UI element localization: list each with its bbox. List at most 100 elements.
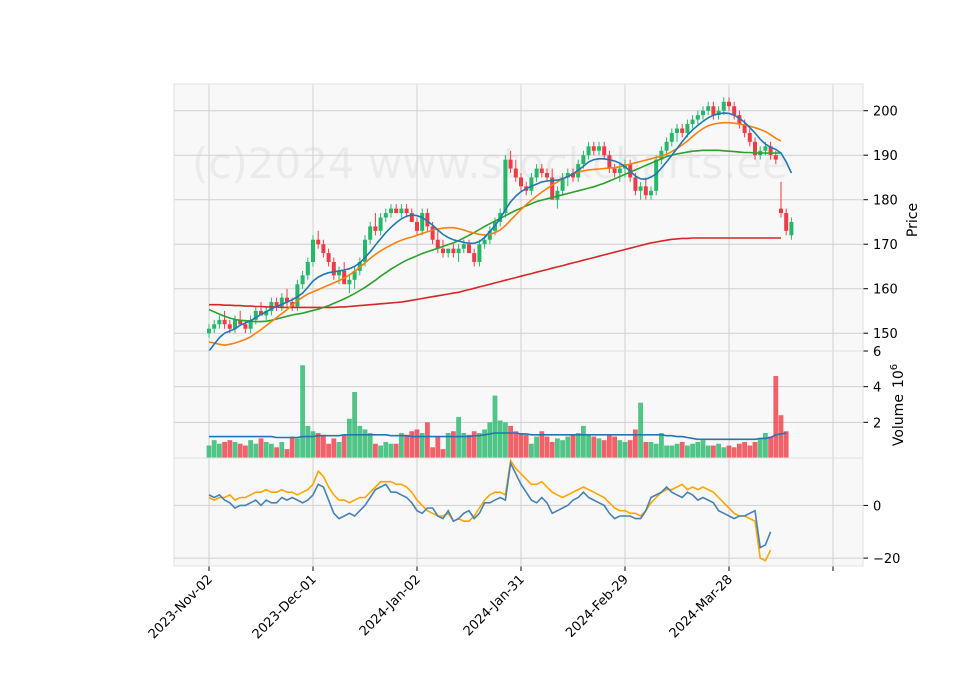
indicator-blue-line [208,460,772,549]
candle-down [326,253,331,262]
candle-up [701,110,705,116]
candle-up [560,177,565,191]
volume-bar [284,449,290,458]
volume-bar [227,440,233,458]
candle-up [253,310,258,320]
volume-bar [757,438,763,458]
candle-down [513,168,518,178]
candle-down [274,302,279,307]
volume-bar [622,441,628,458]
volume-bar [305,425,311,458]
candle-down [243,324,248,329]
candle-down [737,115,742,125]
volume-bar [430,447,435,458]
volume-bar [393,443,399,458]
volume-bar [435,436,441,458]
volume-bar [575,433,581,458]
candle-down [435,239,440,249]
volume-bar [373,443,378,458]
volume-bar [237,443,243,458]
volume-tick-label: 6 [873,345,881,360]
volume-bar [607,434,612,458]
candle-up [477,244,482,262]
volume-bar [773,375,779,458]
ma-mid-line [208,121,782,347]
candle-down [779,208,783,214]
volume-bar [243,445,248,458]
volume-bar [310,431,316,458]
candle-down [602,146,607,156]
volume-bar [742,441,747,458]
volume-bar [336,441,342,458]
candle-up [446,248,451,254]
volume-bar [419,433,425,458]
candle-down [747,132,752,142]
candle-up [363,239,367,262]
volume-bar [638,402,643,458]
volume-bar [445,433,451,458]
candle-down [727,101,731,107]
candle-down [633,177,638,191]
price-panel [174,84,863,351]
candle-up [669,132,674,142]
volume-bar [451,431,456,458]
volume-bar [570,434,576,458]
volume-bar [300,365,305,458]
candle-up [565,173,570,178]
candle-down [451,248,456,254]
candle-down [742,124,747,133]
volume-bar [737,443,742,458]
candle-up [217,319,222,325]
volume-bar [523,434,529,458]
indicator-panel [174,458,863,566]
volume-bar [679,441,685,458]
volume-bar [263,441,269,458]
volume-bar [253,443,259,458]
volume-bar [768,436,773,458]
candle-up [295,284,300,307]
candle-up [716,110,721,116]
price-tick-label: 170 [873,238,898,253]
chart-panels [174,84,863,566]
candle-up [233,319,237,329]
candle-up [279,297,284,307]
candle-down [539,168,544,173]
x-tick-label: 2024-Mar-28 [667,572,736,641]
volume-bar [648,441,654,458]
x-tick-label: 2023-Nov-02 [146,572,216,642]
x-tick-label: 2023-Dec-01 [250,572,320,642]
candle-down [571,173,575,178]
candle-up [487,230,492,240]
volume-bar [726,445,732,458]
volume-bar [617,440,623,458]
volume-bar [388,443,394,458]
volume-bar [425,422,430,458]
volume-bar [705,445,711,458]
candle-up [789,221,794,236]
volume-bar [461,433,467,458]
volume-bar [716,443,721,458]
volume-bar [206,445,212,458]
candle-down [643,186,648,196]
volume-bar [581,425,586,458]
candle-up [399,208,404,214]
volume-bar [274,447,279,458]
volume-bars [206,365,789,458]
volume-bar [321,434,326,458]
candle-up [461,244,466,249]
volume-bar [269,443,274,458]
candle-down [732,106,737,116]
candle-up [654,159,659,191]
x-tick-label: 2024-Jan-31 [461,572,528,639]
volume-bar [222,441,227,458]
volume-bar [217,443,222,458]
price-tick-label: 160 [873,283,898,298]
candle-down [227,324,232,329]
candle-up [337,270,341,276]
candle-down [373,226,378,231]
price-grid [174,84,863,351]
volume-bar [503,422,508,458]
candle-up [368,226,373,240]
volume-tick-label: 4 [873,381,881,396]
